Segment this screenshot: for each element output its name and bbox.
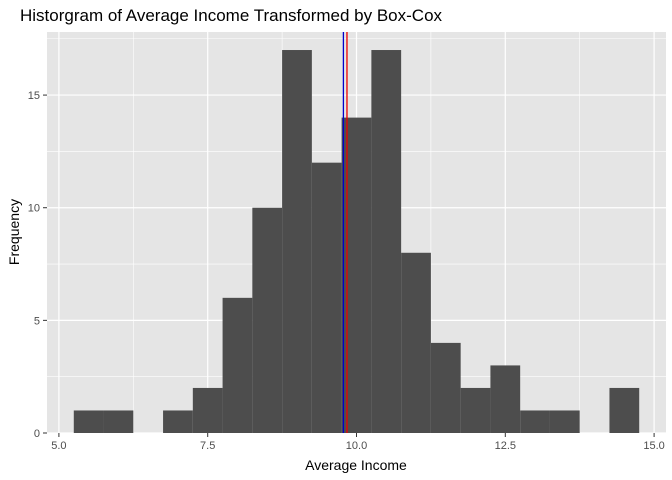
histogram-bar [341,117,372,433]
x-tick-label: 5.0 [51,440,66,452]
y-tick-label: 15 [28,90,40,102]
y-axis-ticks: 0 5 10 15 [28,90,47,440]
y-tick-label: 0 [34,428,40,440]
y-tick-label: 5 [34,315,40,327]
histogram-bar [103,410,134,433]
histogram-bar [252,207,283,433]
histogram-bar [371,50,402,434]
x-axis-title: Average Income [305,457,407,473]
histogram-bar [222,297,253,433]
histogram-bar [282,50,312,434]
histogram-bar [192,387,223,433]
chart-title: Historgram of Average Income Transformed… [20,6,443,25]
x-axis-ticks: 5.0 7.5 10.0 12.5 15.0 [51,433,665,452]
y-axis-title: Frequency [6,199,22,265]
histogram-bar [73,410,104,433]
reference-lines [342,32,348,433]
x-tick-label: 12.5 [495,440,516,452]
y-tick-label: 10 [28,203,40,215]
histogram-bar [460,387,491,433]
histogram-bar [163,410,193,433]
histogram-bar [549,410,580,433]
x-tick-label: 10.0 [346,440,367,452]
histogram-bar [430,342,461,433]
histogram-bar [520,410,550,433]
histogram-bar [490,365,521,433]
histogram-bar [609,387,640,433]
histogram-bar [311,162,342,434]
x-tick-label: 7.5 [200,440,215,452]
x-tick-label: 15.0 [643,440,664,452]
histogram-bar [401,252,431,433]
